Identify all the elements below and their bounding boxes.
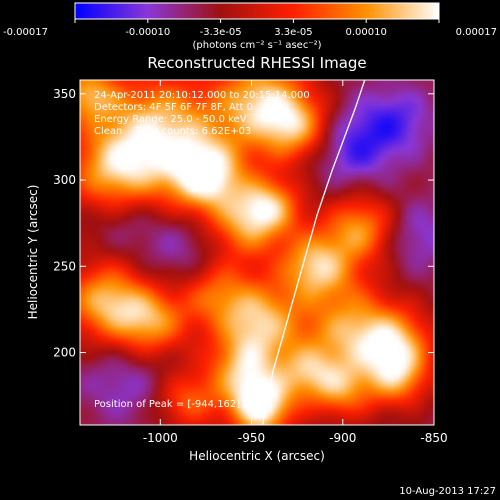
colorbar-tick-label: 0.00017 [456, 27, 497, 38]
x-tick-label: -900 [329, 431, 356, 445]
heatmap-image [80, 80, 434, 425]
x-tick-label: -950 [238, 431, 265, 445]
annotation-peak: Position of Peak = [-944,162] [94, 399, 240, 410]
colorbar-ticks: -0.00017 -0.00010 -3.3e-05 3.3e-05 0.00010 0.… [3, 19, 497, 38]
y-axis-label: Heliocentric Y (arcsec) [26, 185, 40, 320]
y-tick-label: 200 [53, 346, 76, 360]
colorbar [74, 2, 440, 20]
x-axis-label: Heliocentric X (arcsec) [189, 449, 325, 463]
annotation-time: 24-Apr-2011 20:10:12.000 to 20:15:14.000 [94, 90, 310, 101]
limb-curve [261, 80, 366, 425]
colorbar-tick-label: -0.00010 [125, 27, 170, 38]
colorbar-tick-label: -0.00017 [3, 27, 48, 38]
y-tick-label: 350 [53, 87, 76, 101]
plot-frame [79, 79, 435, 426]
annotation-detectors: Detectors: 4F 5F 6F 7F 8F, Att 0 [94, 102, 253, 113]
x-tick-label: -850 [420, 431, 447, 445]
colorbar-tick-label: 0.00010 [346, 27, 387, 38]
colorbar-units: (photons cm⁻² s⁻¹ asec⁻²) [192, 40, 321, 51]
x-axis-ticks: -1000 -950 -900 -850 [143, 80, 448, 445]
y-tick-label: 300 [53, 173, 76, 187]
x-tick-label: -1000 [143, 431, 178, 445]
y-tick-label: 250 [53, 259, 76, 273]
footer-date: 10-Aug-2013 17:27 [399, 486, 496, 497]
chart-title: Reconstructed RHESSI Image [147, 54, 366, 72]
colorbar-tick-label: -3.3e-05 [200, 27, 242, 38]
y-axis-ticks: 200 250 300 350 [53, 87, 434, 360]
annotation-clean: Clean Total counts: 6.62E+03 [94, 126, 251, 137]
annotation-energy: Energy Range: 25.0 - 50.0 keV [94, 114, 247, 125]
colorbar-tick-label: 3.3e-05 [274, 27, 312, 38]
